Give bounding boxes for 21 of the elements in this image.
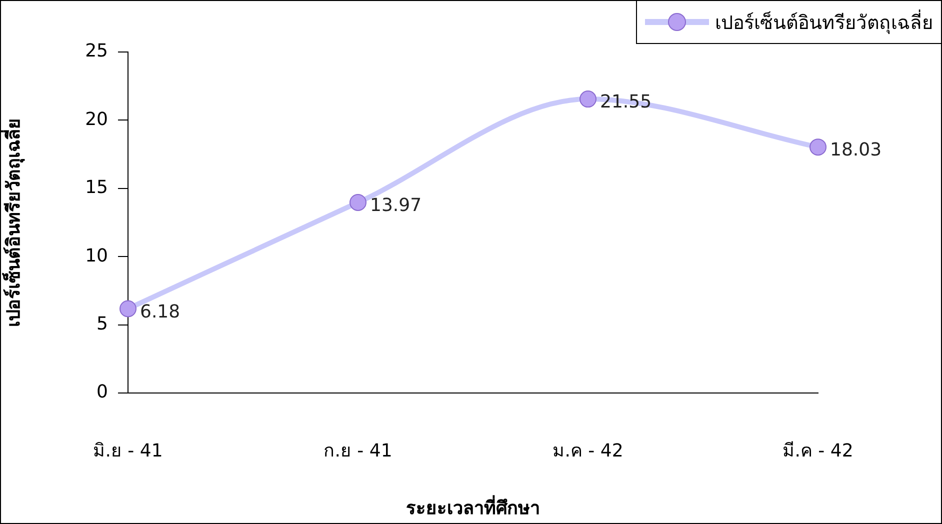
- x-tick-label: ม.ค - 42: [552, 440, 624, 462]
- point: [580, 90, 596, 108]
- legend-label: เปอร์เซ็นต์อินทรียวัตถุเฉลี่ย: [715, 8, 933, 36]
- y-axis-title: เปอร์เซ็นต์อินทรียวัตถุเฉลี่ย: [0, 118, 26, 327]
- y-tick-label: 0: [96, 382, 108, 403]
- x-tick-label: มิ.ย - 41: [93, 440, 163, 462]
- data-label: 18.03: [830, 140, 882, 161]
- data-label: 13.97: [370, 195, 422, 216]
- y-tick-label: 20: [85, 108, 108, 130]
- y-tick-label: 25: [85, 40, 108, 62]
- y-tick-label: 15: [85, 177, 108, 198]
- x-tick-label: มี.ค - 42: [782, 440, 854, 462]
- y-tick-label: 5: [96, 313, 108, 334]
- y-tick-label: 10: [85, 245, 108, 266]
- data-label: 6.18: [140, 301, 180, 322]
- data-label: 21.55: [600, 92, 652, 113]
- point: [810, 138, 826, 156]
- point: [120, 300, 136, 318]
- x-axis-title: ระยะเวลาที่ศึกษา: [406, 494, 540, 519]
- point: [350, 194, 366, 211]
- x-tick-label: ก.ย - 41: [324, 440, 392, 462]
